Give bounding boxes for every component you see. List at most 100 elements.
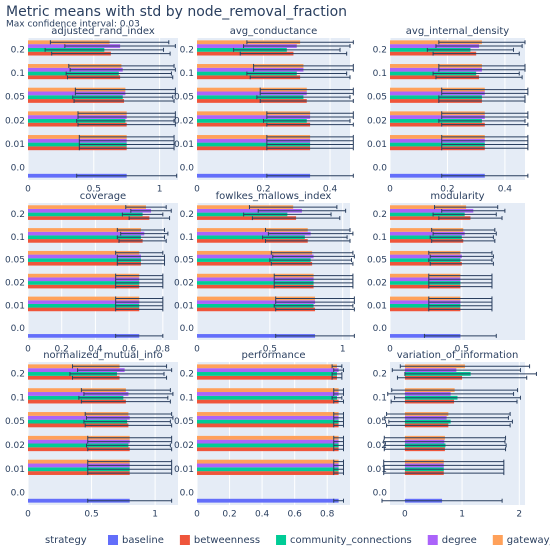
bar — [390, 216, 471, 220]
error-bar — [441, 146, 529, 151]
subplot-title: adjusted_rand_index — [51, 26, 155, 37]
error-bar — [428, 296, 493, 301]
legend-swatch — [108, 535, 118, 545]
bar — [197, 364, 337, 369]
bar — [390, 111, 485, 116]
bar — [28, 277, 140, 282]
x-tick-label: 0 — [194, 185, 200, 195]
bar — [28, 498, 130, 503]
bar — [197, 419, 339, 424]
error-bar — [441, 115, 529, 120]
error-bar — [273, 303, 354, 308]
error-bar — [438, 95, 526, 100]
bar — [197, 447, 339, 452]
error-bar — [256, 95, 351, 100]
x-tick-label: 0.2 — [440, 185, 454, 195]
bar — [197, 439, 339, 444]
bar — [28, 463, 130, 468]
error-bar — [66, 75, 174, 80]
bar — [28, 395, 124, 400]
bar — [197, 303, 314, 308]
error-bar — [333, 419, 344, 424]
bar — [390, 115, 485, 119]
bar — [390, 205, 467, 209]
bar — [28, 231, 145, 236]
error-bar — [333, 463, 344, 468]
error-bar — [441, 138, 529, 143]
bar — [197, 258, 311, 262]
bar — [28, 250, 140, 255]
y-tick-label: 0.05 — [5, 256, 25, 266]
x-tick-label: 0 — [25, 510, 31, 520]
error-bar — [84, 423, 173, 428]
error-bar — [80, 399, 171, 404]
error-bar — [333, 439, 344, 444]
error-bar — [266, 134, 354, 139]
error-bar — [273, 280, 354, 285]
error-bar — [74, 87, 176, 92]
bar — [197, 135, 311, 139]
bar — [28, 399, 126, 404]
bar — [390, 99, 482, 103]
error-bar — [87, 463, 173, 468]
error-bar — [387, 391, 515, 396]
subplot-title: performance — [241, 350, 305, 361]
bar — [28, 228, 141, 232]
error-bar — [333, 467, 344, 472]
x-tick-label: 0.2 — [256, 185, 270, 195]
x-tick-label: 0.6 — [122, 345, 137, 355]
bar — [28, 419, 128, 424]
subplot-title: variation_of_information — [397, 350, 519, 361]
bar — [390, 208, 474, 213]
error-bar — [71, 364, 168, 369]
legend-label: gateway_probability — [507, 535, 550, 546]
error-bar — [438, 67, 526, 72]
error-bar — [253, 63, 354, 68]
bar — [197, 459, 339, 464]
bar — [197, 423, 339, 428]
error-bar — [441, 111, 529, 116]
legend-label: baseline — [122, 535, 164, 546]
error-bar — [64, 44, 176, 49]
x-tick-label: 0.4 — [255, 510, 270, 520]
error-bar — [115, 277, 164, 282]
bar — [28, 368, 125, 373]
bar — [197, 231, 311, 236]
y-tick-label: 0.1 — [373, 233, 387, 243]
error-bar — [115, 303, 164, 308]
bar — [390, 254, 462, 259]
bar — [28, 208, 152, 213]
x-tick-label: 0.4 — [88, 345, 103, 355]
error-bar — [333, 411, 344, 416]
error-bar — [273, 284, 354, 289]
error-bar — [78, 138, 175, 143]
error-bar — [262, 235, 348, 240]
bar — [197, 277, 314, 282]
y-tick-label: 0.0 — [11, 489, 26, 499]
error-bar — [259, 98, 354, 103]
bar — [28, 135, 127, 139]
bar — [390, 281, 461, 285]
error-bar — [275, 333, 355, 338]
bar — [197, 173, 311, 178]
error-bar — [441, 122, 529, 127]
error-bar — [435, 44, 523, 49]
error-bar — [266, 111, 354, 116]
bar — [28, 296, 140, 301]
bar — [197, 95, 304, 100]
error-bar — [257, 208, 347, 213]
y-tick-label: 0.02 — [5, 116, 25, 126]
error-bar — [333, 391, 344, 396]
error-bar — [115, 307, 164, 312]
x-tick-label: 0.8 — [156, 345, 171, 355]
bar — [197, 443, 339, 448]
error-bar — [428, 250, 493, 255]
x-tick-label: 0 — [194, 345, 200, 355]
x-tick-label: 0.5 — [87, 185, 101, 195]
error-bar — [259, 87, 354, 92]
x-tick-label: 0 — [194, 510, 200, 520]
bar — [28, 239, 143, 243]
bar — [197, 300, 316, 304]
error-bar — [266, 115, 354, 120]
